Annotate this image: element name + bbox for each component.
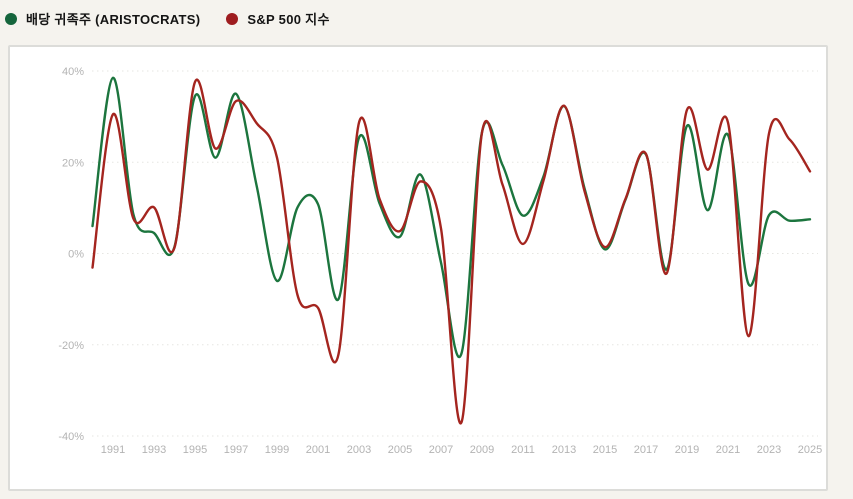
chart-legend: 배당 귀족주 (ARISTOCRATS) S&P 500 지수 bbox=[5, 9, 330, 28]
x-tick-label: 2025 bbox=[798, 444, 822, 456]
series-line-aristocrats bbox=[91, 76, 812, 358]
x-tick-label: 2023 bbox=[757, 444, 781, 456]
x-tick-label: 1993 bbox=[142, 444, 166, 456]
y-tick-label: 0% bbox=[68, 249, 84, 261]
x-tick-label: 2005 bbox=[388, 444, 412, 456]
x-tick-label: 1995 bbox=[183, 444, 207, 456]
y-tick-label: 20% bbox=[62, 157, 84, 169]
x-tick-label: 2003 bbox=[347, 444, 371, 456]
x-tick-label: 2021 bbox=[716, 444, 740, 456]
legend-label-aristocrats: 배당 귀족주 (ARISTOCRATS) bbox=[26, 12, 201, 27]
annual-returns-line-chart: 40% 20% 0% -20% -40% 1991 1993 1995 1997 1999 200… bbox=[58, 66, 822, 456]
y-tick-label: 40% bbox=[62, 66, 84, 78]
x-tick-label: 2001 bbox=[306, 444, 330, 456]
y-tick-label: -20% bbox=[58, 340, 84, 352]
legend-item-sp500[interactable]: S&P 500 지수 bbox=[226, 9, 329, 28]
legend-dot-aristocrats-icon bbox=[5, 12, 17, 25]
x-tick-label: 2015 bbox=[593, 444, 617, 456]
legend-item-aristocrats[interactable]: 배당 귀족주 (ARISTOCRATS) bbox=[5, 9, 200, 28]
y-tick-label: -40% bbox=[58, 431, 84, 443]
x-tick-label: 2011 bbox=[511, 444, 535, 456]
chart-series-lines bbox=[91, 76, 812, 425]
x-axis-labels: 1991 1993 1995 1997 1999 2001 2003 2005 2007 2009… bbox=[101, 444, 822, 456]
x-tick-label: 1991 bbox=[101, 444, 125, 456]
legend-dot-sp500-icon bbox=[226, 12, 239, 25]
x-tick-label: 2009 bbox=[470, 444, 494, 456]
x-tick-label: 1997 bbox=[224, 444, 248, 456]
x-tick-label: 2017 bbox=[634, 444, 658, 456]
legend-label-sp500: S&P 500 지수 bbox=[247, 12, 330, 27]
chart-card: 40% 20% 0% -20% -40% 1991 1993 1995 1997 1999 200… bbox=[8, 45, 828, 491]
x-tick-label: 2019 bbox=[675, 444, 699, 456]
x-tick-label: 2007 bbox=[429, 444, 453, 456]
series-line-sp500 bbox=[91, 78, 812, 425]
y-axis-labels: 40% 20% 0% -20% -40% bbox=[58, 66, 84, 443]
x-tick-label: 1999 bbox=[265, 444, 289, 456]
x-tick-label: 2013 bbox=[552, 444, 576, 456]
